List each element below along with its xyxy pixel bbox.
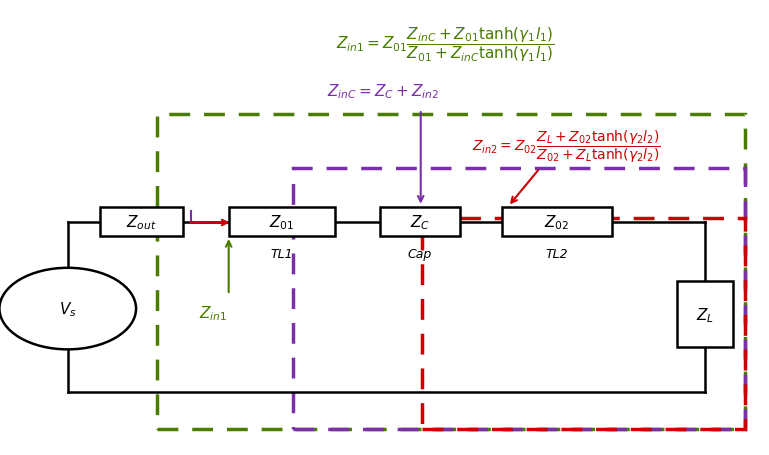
Text: $Z_{inC} = Z_C + Z_{in2}$: $Z_{inC} = Z_C + Z_{in2}$ [328,82,439,101]
Text: $Z_{01}$: $Z_{01}$ [269,212,295,231]
Text: Cap: Cap [408,248,432,261]
Text: $Z_{in1}$: $Z_{in1}$ [199,304,228,323]
Text: $Z_L$: $Z_L$ [696,305,714,324]
Text: $Z_{in2} = Z_{02}\dfrac{Z_L + Z_{02}\tanh(\gamma_2 l_2)}{Z_{02} + Z_L\tanh(\gamm: $Z_{in2} = Z_{02}\dfrac{Z_L + Z_{02}\tan… [472,128,661,164]
Bar [228,207,335,237]
Text: $Z_{in1} = Z_{01}\dfrac{Z_{inC} + Z_{01}\tanh(\gamma_1 l_1)}{Z_{01} + Z_{inC}\ta: $Z_{in1} = Z_{01}\dfrac{Z_{inC} + Z_{01}… [336,25,554,64]
Text: TL2: TL2 [545,248,568,261]
Text: $Z_{02}$: $Z_{02}$ [544,212,570,231]
Bar [677,282,734,347]
Circle shape [0,268,136,349]
Text: $Z_{out}$: $Z_{out}$ [126,212,157,231]
Text: $V_s$: $V_s$ [59,299,77,318]
Bar [100,207,183,237]
Bar [502,207,612,237]
Bar [381,207,460,237]
Text: $Z_C$: $Z_C$ [410,212,431,231]
Text: TL1: TL1 [271,248,293,261]
